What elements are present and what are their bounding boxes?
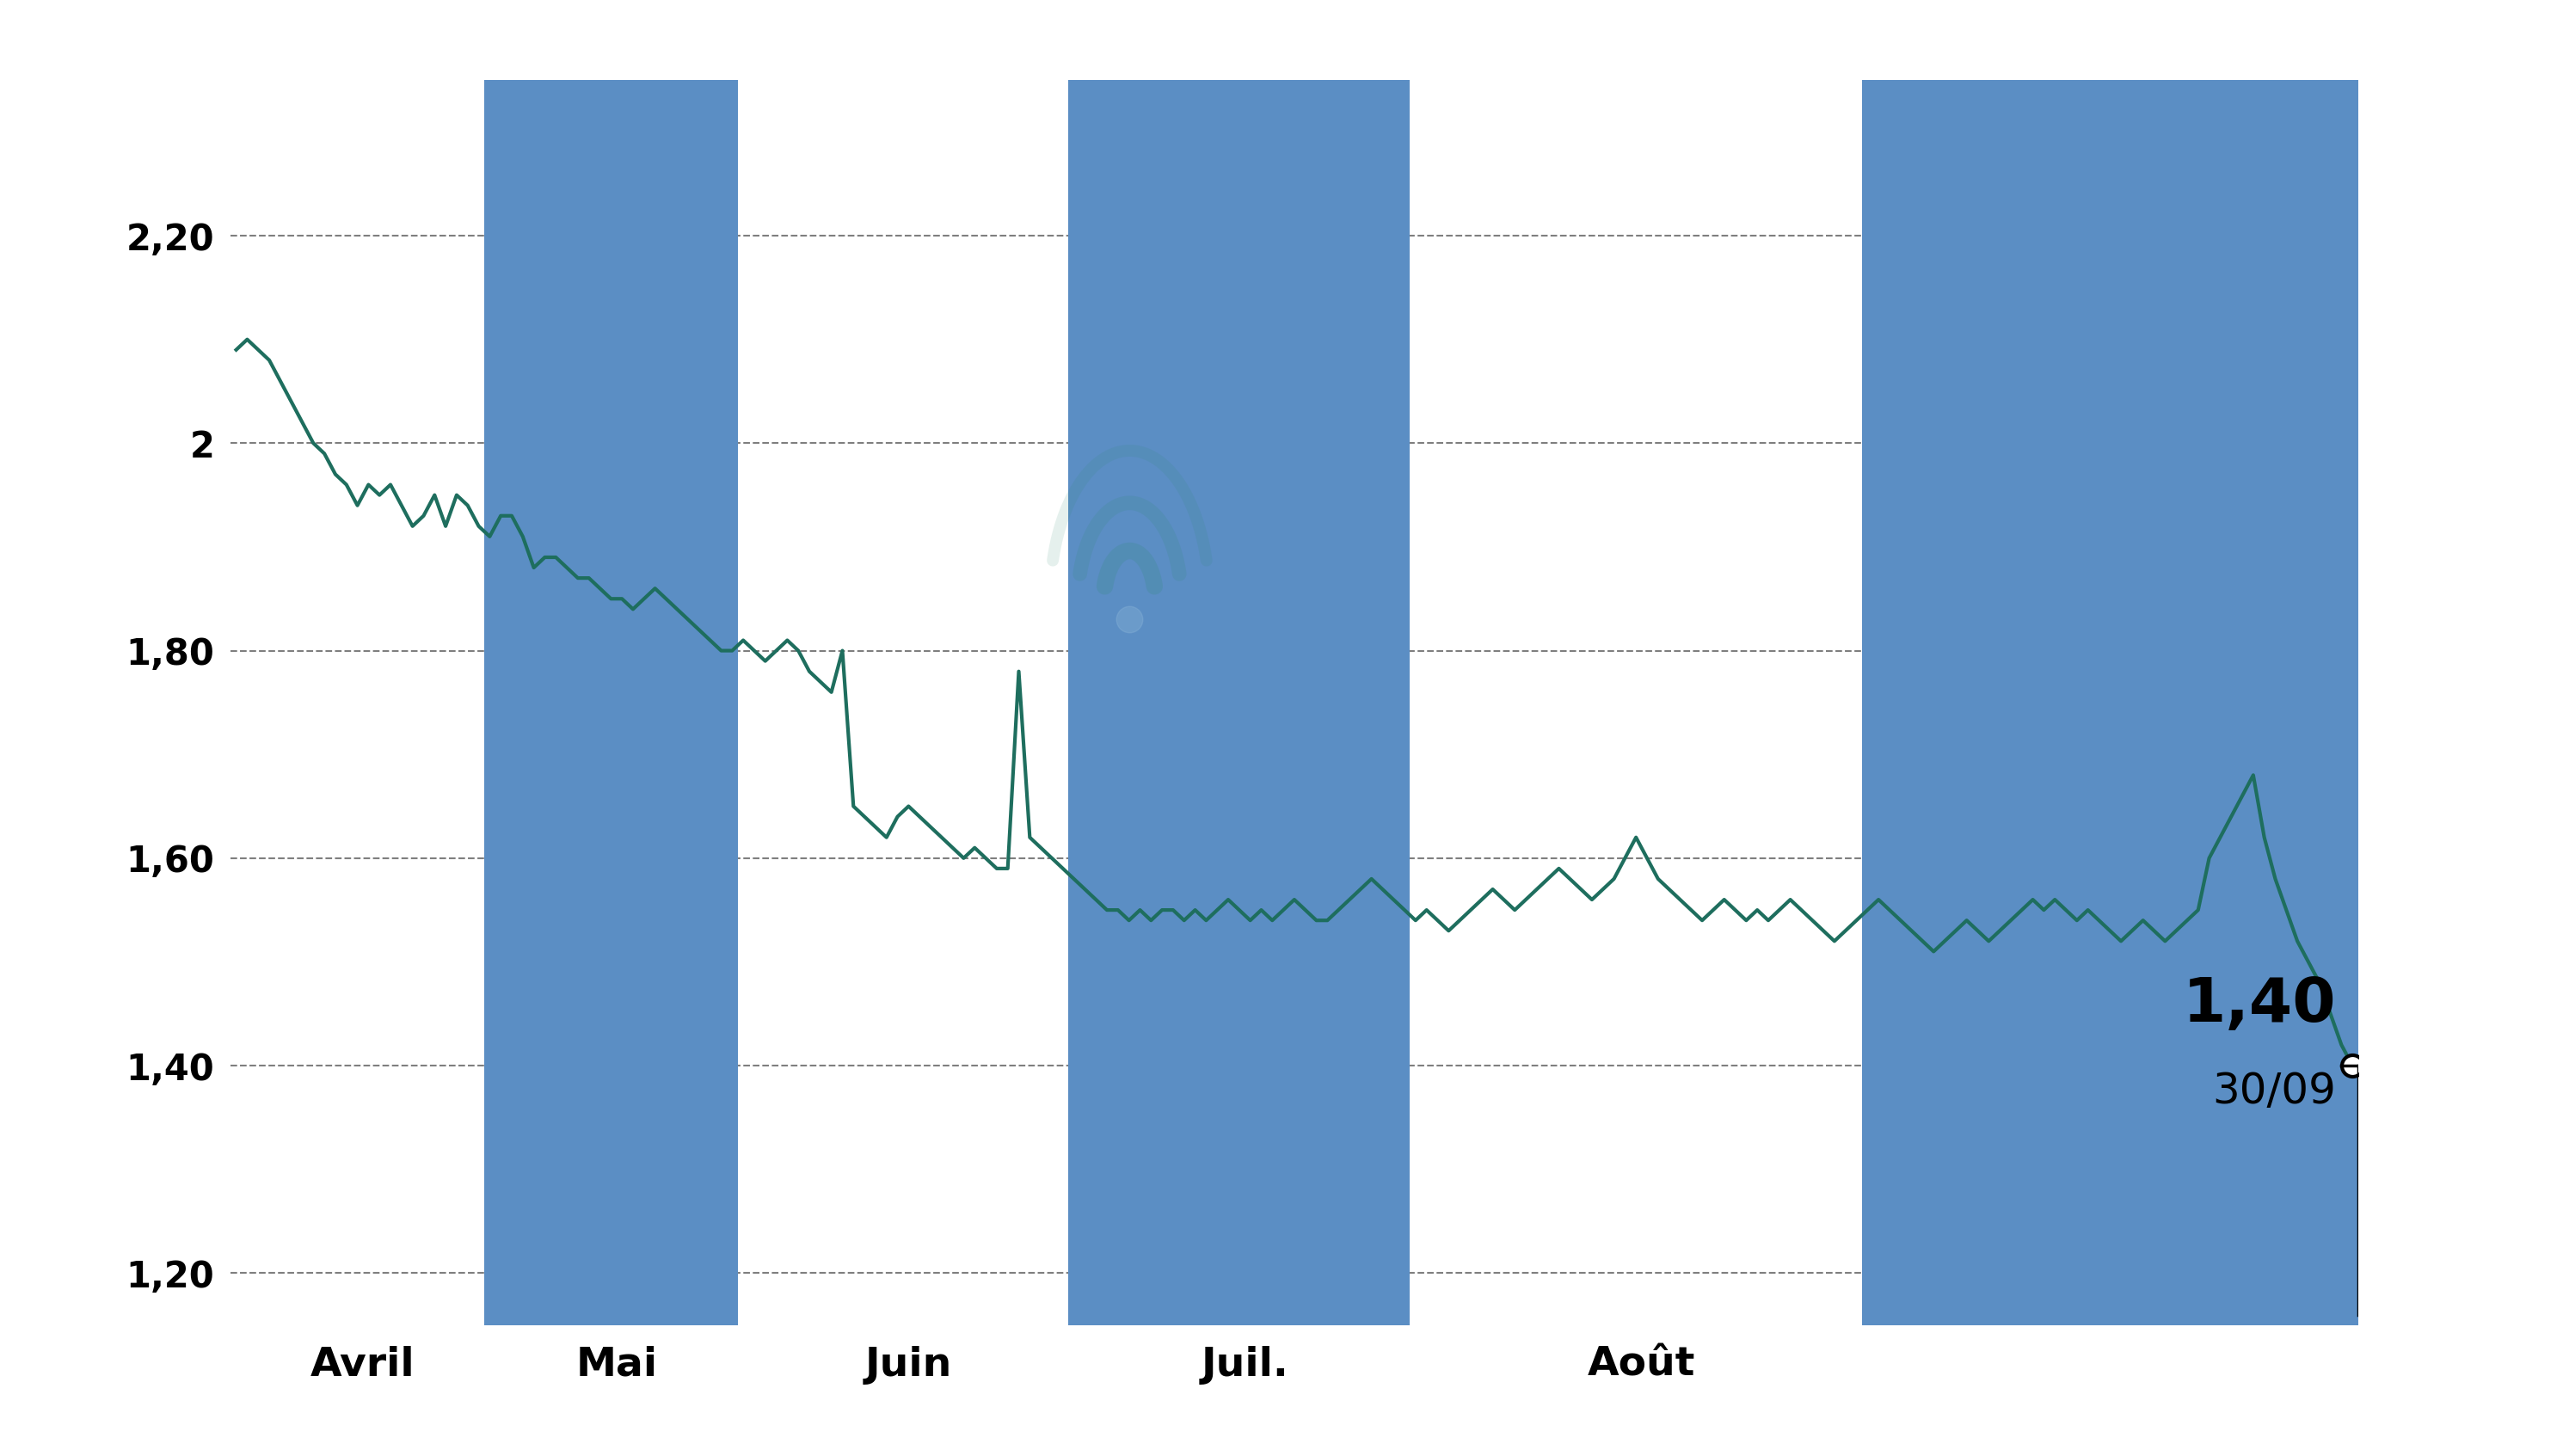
Bar xyxy=(1069,80,1410,1325)
Bar xyxy=(1861,80,2358,1325)
Text: Network-1 Technologies, Inc.: Network-1 Technologies, Inc. xyxy=(736,26,1827,93)
Text: 1,40: 1,40 xyxy=(2181,976,2335,1034)
Text: 30/09: 30/09 xyxy=(2212,1070,2335,1112)
Bar xyxy=(484,80,738,1325)
